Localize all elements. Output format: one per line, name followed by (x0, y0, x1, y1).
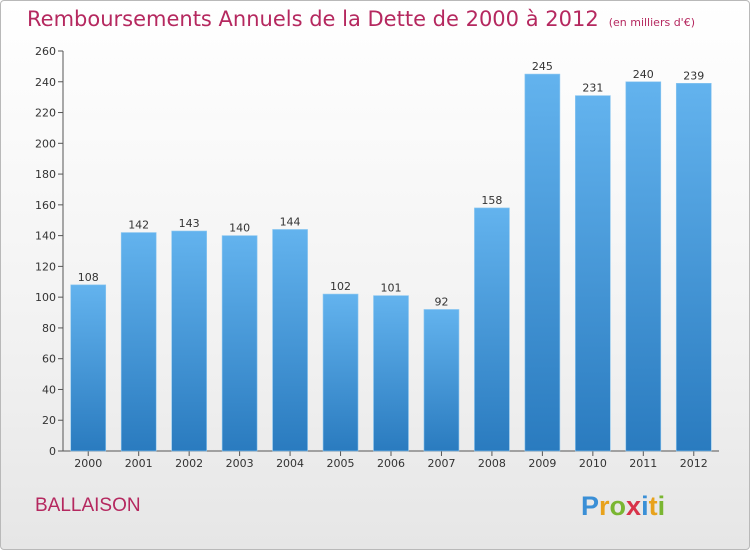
logo-letter: o (609, 491, 627, 521)
y-tick-label: 180 (35, 168, 56, 181)
bar-2007 (423, 309, 460, 452)
commune-name: BALLAISON (35, 495, 141, 516)
y-tick-label: 80 (42, 322, 56, 335)
bar-2009 (524, 73, 561, 452)
x-tick-label-2006: 2006 (377, 457, 405, 470)
bar-2006 (373, 295, 409, 452)
bar-2011 (625, 81, 662, 452)
bar-2008 (474, 207, 510, 452)
logo-letter: i (657, 491, 666, 521)
value-label-2003: 140 (229, 222, 250, 235)
y-tick-label: 220 (35, 107, 56, 120)
x-tick-label-2011: 2011 (629, 457, 657, 470)
y-tick-label: 0 (49, 445, 56, 458)
x-tick-label-2009: 2009 (528, 457, 556, 470)
value-label-2000: 108 (78, 271, 99, 284)
bar-2001 (120, 232, 157, 452)
x-tick-label-2003: 2003 (226, 457, 254, 470)
value-label-2011: 240 (633, 68, 654, 81)
x-tick-label-2005: 2005 (327, 457, 355, 470)
bar-2003 (221, 235, 258, 452)
value-label-2005: 102 (330, 280, 351, 293)
bar-2004 (272, 229, 308, 452)
bars: 108 142 143 140 144 102 101 92 158 245 231 240 239 (70, 60, 712, 452)
logo-letter: i (641, 491, 649, 521)
chart-subtitle: (en milliers d'€) (608, 16, 695, 29)
chart-title: Remboursements Annuels de la Dette de 20… (27, 7, 695, 31)
y-tick-label: 260 (35, 45, 56, 58)
x-tick-label-2007: 2007 (427, 457, 455, 470)
logo-letter: P (581, 491, 600, 521)
value-label-2009: 245 (532, 60, 553, 73)
x-tick-label-2012: 2012 (680, 457, 708, 470)
x-tick-label-2008: 2008 (478, 457, 506, 470)
y-tick-label: 200 (35, 137, 56, 150)
y-tick-label: 40 (42, 383, 56, 396)
logo-letter: t (648, 491, 658, 521)
value-label-2007: 92 (434, 295, 448, 308)
bar-2000 (70, 284, 107, 452)
value-label-2001: 142 (128, 219, 149, 232)
bar-2002 (171, 230, 207, 452)
logo-letter: x (626, 491, 642, 521)
value-label-2012: 239 (683, 69, 704, 82)
value-label-2006: 101 (381, 282, 402, 295)
y-tick-label: 120 (35, 260, 56, 273)
axes: 0 20 40 60 80 100 120 140 160 180 200 220 240 260 2000… (35, 45, 719, 470)
value-label-2008: 158 (481, 194, 502, 207)
title-text: Remboursements Annuels de la Dette de 20… (27, 7, 599, 31)
proxiti-logo[interactable]: Proxiti (581, 491, 665, 522)
bar-2010 (575, 95, 611, 452)
logo-letter: r (599, 491, 610, 521)
value-label-2002: 143 (179, 217, 200, 230)
x-tick-label-2001: 2001 (125, 457, 153, 470)
x-tick-label-2004: 2004 (276, 457, 304, 470)
y-tick-label: 100 (35, 291, 56, 304)
bar-2005 (322, 293, 359, 452)
value-label-2004: 144 (280, 215, 301, 228)
x-tick-label-2002: 2002 (175, 457, 203, 470)
y-tick-label: 240 (35, 76, 56, 89)
bar-2012 (675, 83, 712, 452)
y-tick-label: 160 (35, 199, 56, 212)
y-tick-label: 140 (35, 230, 56, 243)
y-tick-label: 60 (42, 353, 56, 366)
value-label-2010: 231 (582, 82, 603, 95)
y-tick-label: 20 (42, 414, 56, 427)
x-tick-label-2000: 2000 (74, 457, 102, 470)
x-tick-label-2010: 2010 (579, 457, 607, 470)
